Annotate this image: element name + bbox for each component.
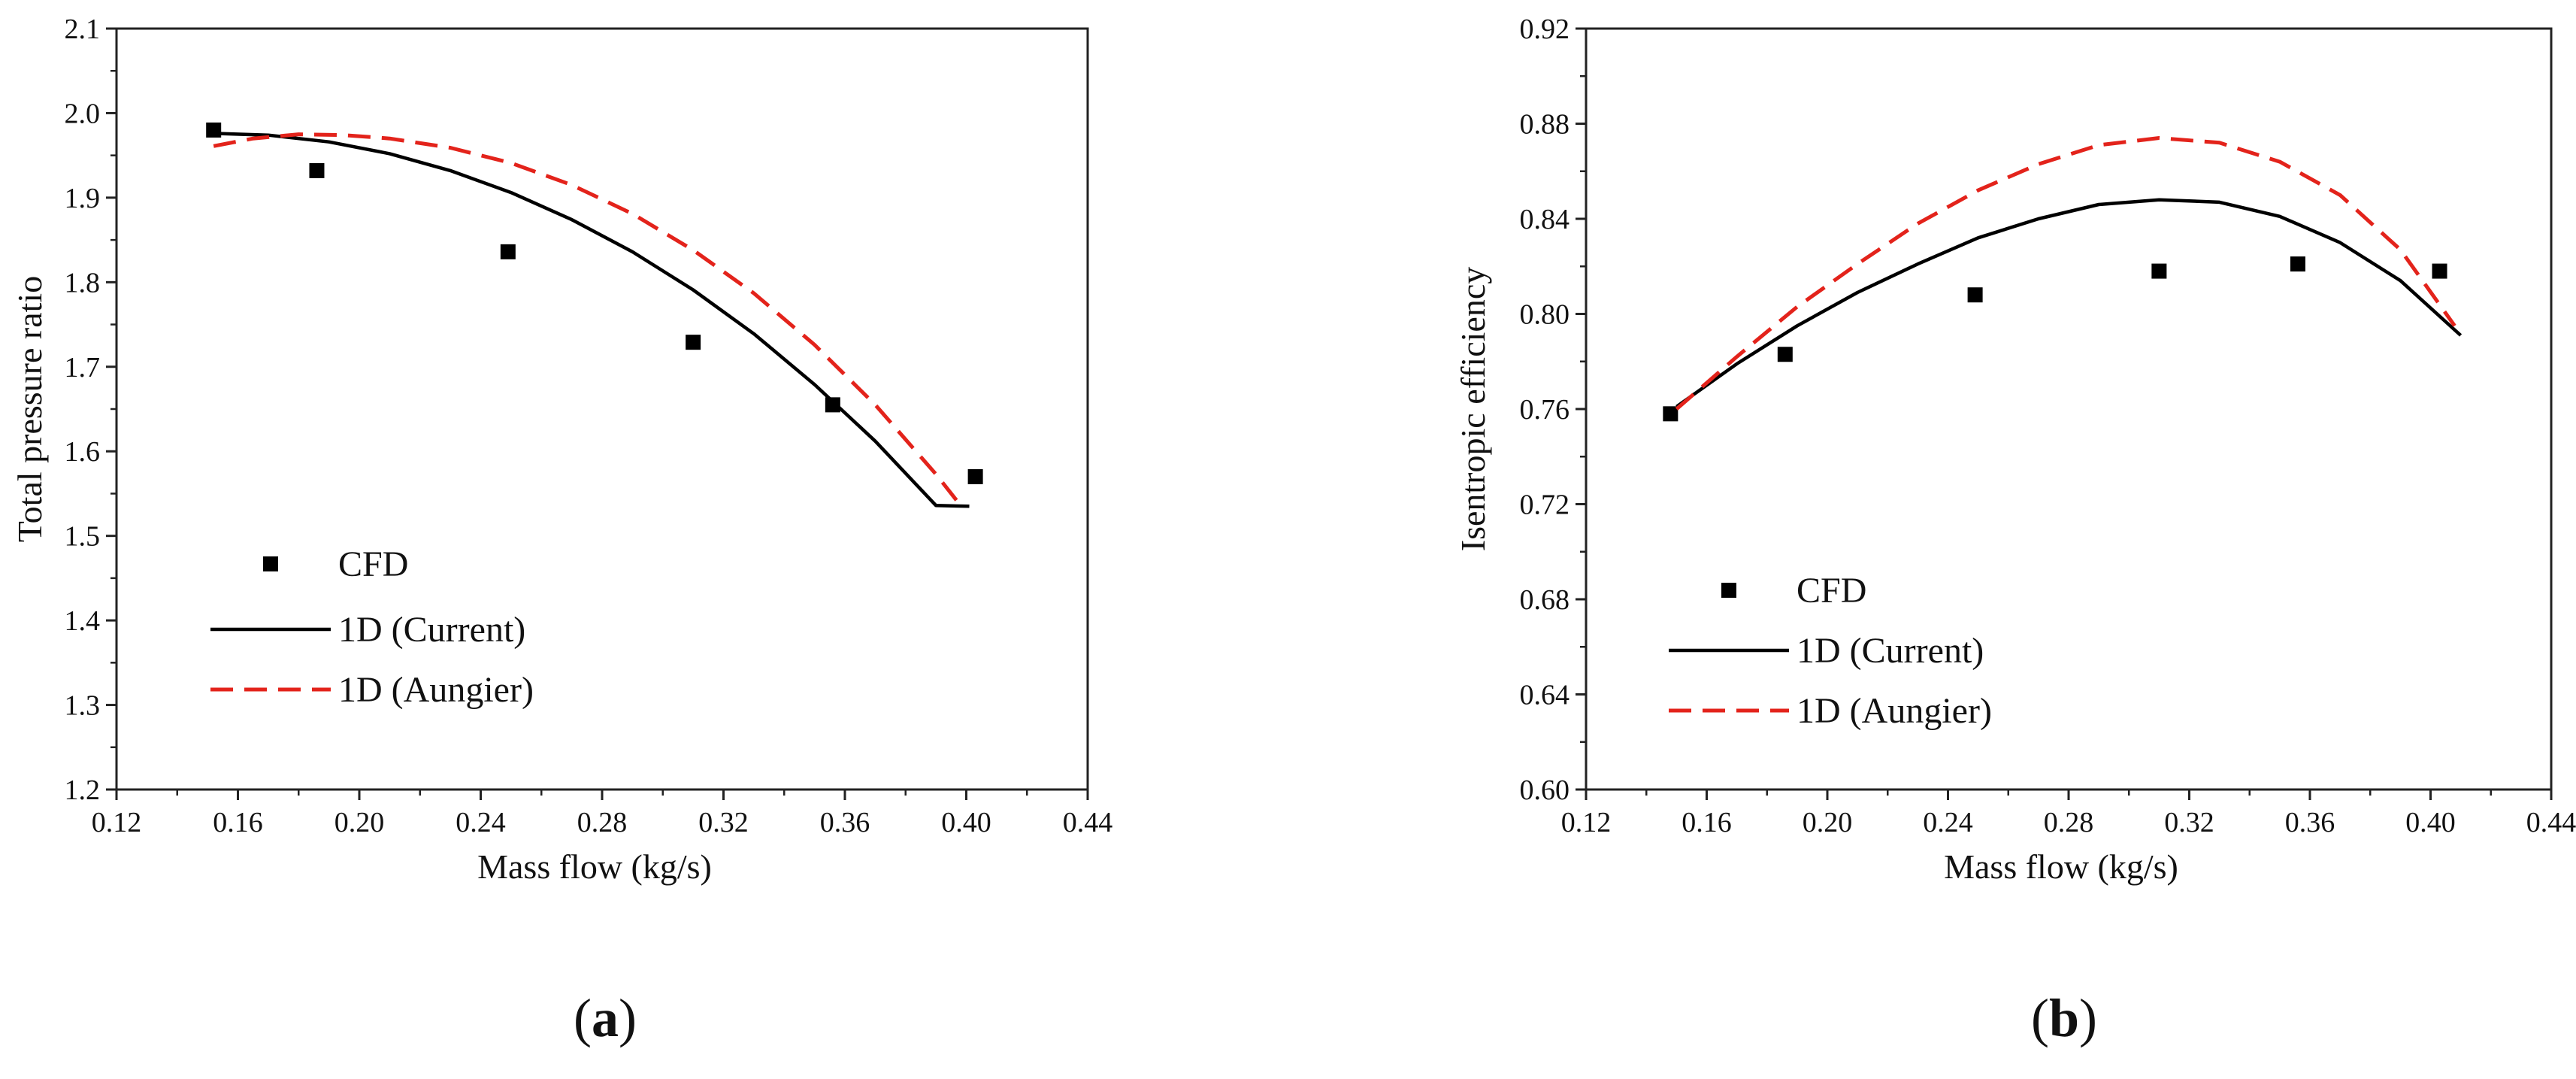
x-tick-label: 0.20	[1803, 807, 1853, 838]
y-axis-title: Isentropic efficiency	[1454, 267, 1492, 551]
cfd-point-marker	[2432, 263, 2447, 279]
legend-label: 1D (Aungier)	[1797, 691, 1992, 731]
cfd-point-marker	[309, 162, 325, 178]
cfd-point-marker	[2151, 263, 2167, 279]
x-tick-label: 0.24	[456, 807, 506, 838]
y-tick-label: 1.7	[65, 352, 101, 383]
cfd-point-marker	[1663, 406, 1678, 422]
cfd-point-marker	[2290, 256, 2305, 272]
x-tick-label: 0.24	[1923, 807, 1973, 838]
x-tick-label: 0.20	[334, 807, 385, 838]
x-tick-label: 0.28	[577, 807, 628, 838]
x-axis-title: Mass flow (kg/s)	[1944, 847, 2178, 886]
x-tick-label: 0.16	[213, 807, 263, 838]
y-tick-label: 1.3	[65, 690, 101, 722]
legend-marker-cfd	[1721, 583, 1736, 598]
chart-panel-a: 0.12 0.16 0.20 0.24 0.28 0.32 0.36 0.40 0.44 1.2 1…	[11, 14, 1112, 1048]
y-tick-label: 1.5	[65, 521, 101, 553]
y-tick-label: 1.2	[65, 774, 101, 806]
cfd-point-marker	[1967, 287, 1983, 303]
x-tick-label: 0.32	[698, 807, 749, 838]
plot-frame	[115, 27, 1089, 791]
panel-label: (b)	[2031, 988, 2097, 1048]
x-tick-label: 0.16	[1682, 807, 1732, 838]
y-tick-label: 0.84	[1520, 204, 1570, 235]
legend-marker-cfd	[263, 556, 278, 571]
legend-label: 1D (Aungier)	[338, 670, 534, 710]
y-tick-label: 0.88	[1520, 109, 1570, 141]
chart-panel-b: 0.12 0.16 0.20 0.24 0.28 0.32 0.36 0.40 0.44 0.60…	[1454, 14, 2576, 1048]
legend-label: 1D (Current)	[338, 610, 525, 650]
x-tick-label: 0.12	[1561, 807, 1612, 838]
y-tick-label: 1.4	[65, 605, 101, 637]
x-tick-label: 0.28	[2044, 807, 2094, 838]
y-tick-label: 0.72	[1520, 489, 1570, 521]
cfd-point-marker	[967, 468, 983, 484]
y-axis-title: Total pressure ratio	[11, 276, 49, 542]
y-tick-label: 0.92	[1520, 14, 1570, 45]
x-tick-label: 0.36	[820, 807, 870, 838]
legend-label: CFD	[1797, 571, 1866, 611]
y-tick-label: 2.1	[65, 14, 101, 45]
x-axis-title: Mass flow (kg/s)	[477, 847, 712, 886]
y-tick-label: 0.76	[1520, 394, 1570, 426]
y-tick-label: 1.6	[65, 436, 101, 468]
current-curve-line	[1675, 198, 2462, 408]
cfd-point-marker	[500, 244, 516, 259]
y-tick-label: 1.9	[65, 183, 101, 214]
current-curve-line	[213, 132, 970, 508]
x-tick-label: 0.12	[92, 807, 142, 838]
x-tick-label: 0.40	[2405, 807, 2456, 838]
y-tick-label: 0.64	[1520, 680, 1570, 711]
x-tick-label: 0.40	[941, 807, 991, 838]
x-tick-label: 0.32	[2164, 807, 2214, 838]
x-tick-label: 0.36	[2285, 807, 2335, 838]
x-tick-label: 0.44	[2526, 807, 2576, 838]
plot-frame	[1585, 27, 2553, 791]
y-tick-label: 0.60	[1520, 774, 1570, 806]
legend-label: 1D (Current)	[1797, 631, 1984, 671]
cfd-point-marker	[206, 122, 222, 138]
y-tick-label: 2.0	[65, 98, 101, 129]
x-tick-label: 0.44	[1063, 807, 1113, 838]
panel-label: (a)	[574, 988, 637, 1048]
cfd-point-marker	[1777, 347, 1793, 362]
cfd-point-marker	[686, 335, 701, 350]
y-tick-label: 1.8	[65, 267, 101, 299]
aungier-curve-line	[213, 132, 965, 511]
y-tick-label: 0.80	[1520, 299, 1570, 331]
legend-label: CFD	[338, 544, 408, 584]
y-tick-label: 0.68	[1520, 584, 1570, 616]
cfd-point-marker	[825, 397, 840, 413]
aungier-curve-line	[1675, 136, 2456, 411]
